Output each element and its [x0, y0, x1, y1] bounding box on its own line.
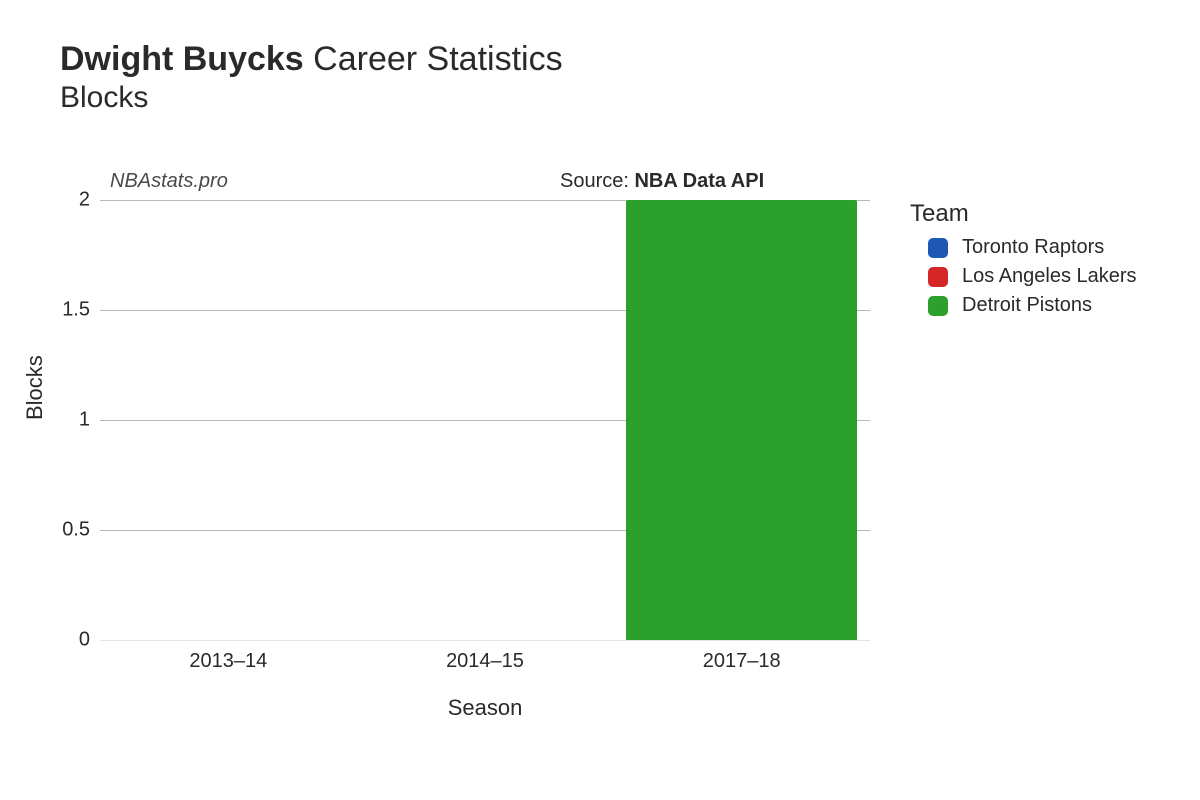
title-rest: Career Statistics [304, 40, 563, 78]
y-tick-label: 0.5 [30, 519, 90, 542]
legend-label: Los Angeles Lakers [962, 265, 1137, 288]
legend-swatch [928, 267, 948, 287]
x-tick-label: 2014–15 [446, 650, 524, 673]
legend-item: Los Angeles Lakers [910, 265, 1137, 288]
source-prefix: Source: [560, 170, 634, 192]
x-tick-label: 2013–14 [189, 650, 267, 673]
y-tick-label: 0 [30, 629, 90, 652]
legend-swatch [928, 296, 948, 316]
legend-label: Toronto Raptors [962, 236, 1104, 259]
legend-label: Detroit Pistons [962, 294, 1092, 317]
title-block: Dwight Buycks Career Statistics Blocks [60, 40, 1160, 115]
source-name: NBA Data API [634, 170, 764, 192]
y-tick-label: 1 [30, 409, 90, 432]
chart-container: Dwight Buycks Career Statistics Blocks N… [0, 0, 1200, 800]
legend-items: Toronto Raptors Los Angeles Lakers Detroit… [910, 236, 1137, 317]
y-tick-label: 1.5 [30, 299, 90, 322]
plot-area: 00.511.522013–142014–152017–18 [100, 200, 870, 640]
legend-item: Detroit Pistons [910, 294, 1137, 317]
legend: Team Toronto Raptors Los Angeles Lakers De… [910, 200, 1137, 323]
watermark-text: NBAstats.pro [110, 170, 228, 193]
y-tick-label: 2 [30, 189, 90, 212]
player-name: Dwight Buycks [60, 40, 304, 78]
source-attribution: Source: NBA Data API [560, 170, 764, 193]
legend-title: Team [910, 200, 1137, 228]
legend-item: Toronto Raptors [910, 236, 1137, 259]
chart-subtitle: Blocks [60, 81, 1160, 115]
x-tick-label: 2017–18 [703, 650, 781, 673]
bar [626, 200, 857, 640]
legend-swatch [928, 238, 948, 258]
plot: 00.511.522013–142014–152017–18 [100, 200, 870, 640]
x-axis-label: Season [100, 695, 870, 721]
chart-title: Dwight Buycks Career Statistics [60, 40, 1160, 79]
gridline [100, 640, 870, 641]
